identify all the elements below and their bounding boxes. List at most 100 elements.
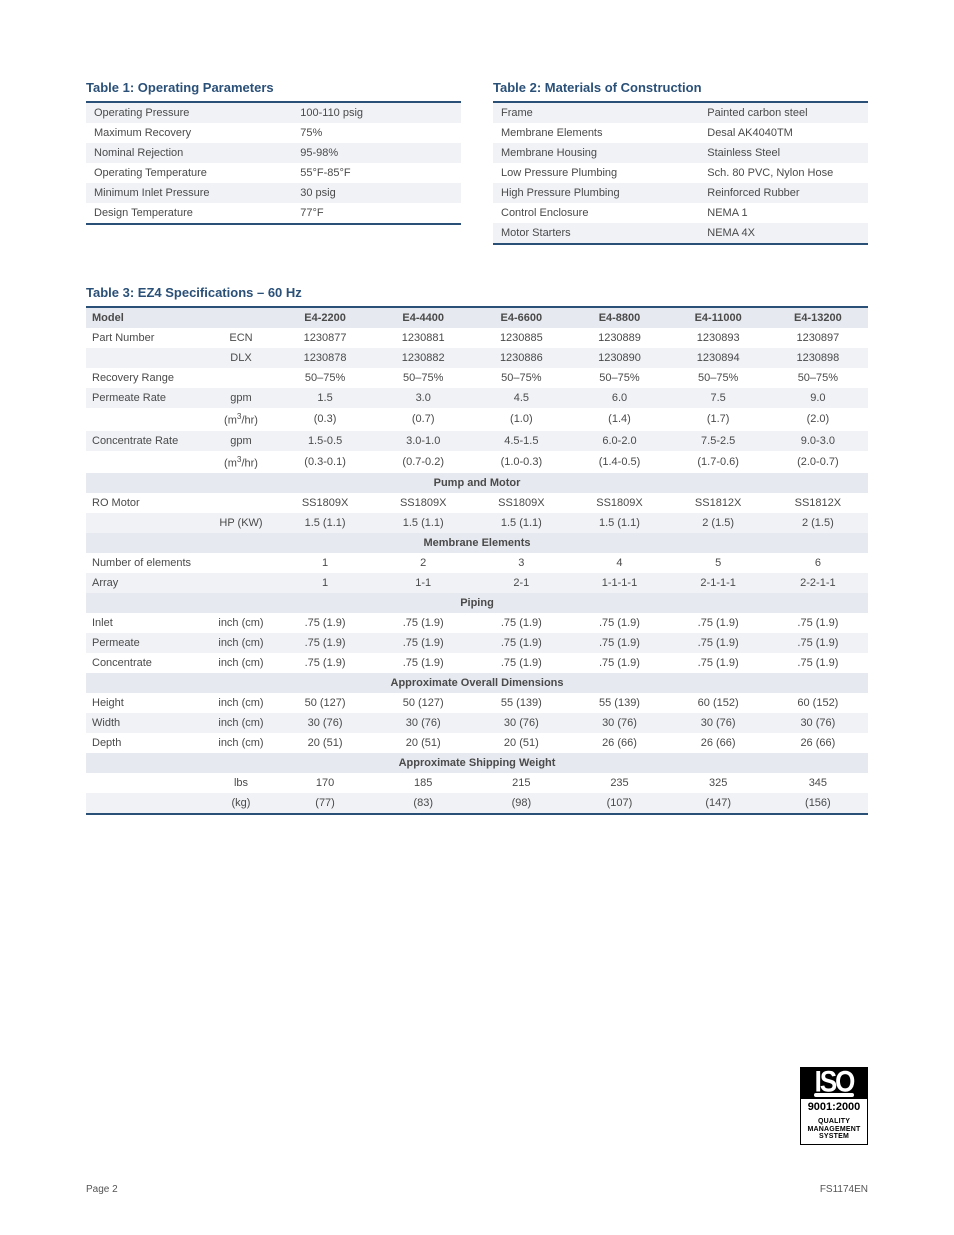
table-cell: 1-1-1-1 [570, 573, 668, 593]
table-cell: NEMA 1 [699, 203, 868, 223]
table-row: Depthinch (cm)20 (51)20 (51)20 (51)26 (6… [86, 733, 868, 753]
table-row: Inletinch (cm).75 (1.9).75 (1.9).75 (1.9… [86, 613, 868, 633]
table-section-row: Approximate Shipping Weight [86, 753, 868, 773]
table-cell: 3.0 [374, 388, 472, 408]
table-cell: 6.0 [570, 388, 668, 408]
table-section-row: Piping [86, 593, 868, 613]
table-cell: High Pressure Plumbing [493, 183, 699, 203]
table-cell: 30 (76) [669, 713, 768, 733]
table-cell: 3.0-1.0 [374, 431, 472, 451]
table-cell: Design Temperature [86, 203, 292, 224]
table-cell: Reinforced Rubber [699, 183, 868, 203]
table-cell: 100-110 psig [292, 102, 461, 123]
table-cell: 20 (51) [276, 733, 374, 753]
table-cell: 1.5 (1.1) [570, 513, 668, 533]
table-cell: 50–75% [570, 368, 668, 388]
table-row: Nominal Rejection95-98% [86, 143, 461, 163]
iso-bot-line: MANAGEMENT [803, 1126, 865, 1134]
table-cell: Permeate [86, 633, 206, 653]
table-row: High Pressure PlumbingReinforced Rubber [493, 183, 868, 203]
table-row: Design Temperature77°F [86, 203, 461, 224]
table-header-cell: E4-6600 [472, 307, 570, 328]
iso-bot-line: QUALITY [803, 1118, 865, 1126]
table-cell: lbs [206, 773, 276, 793]
table-cell: (1.7-0.6) [669, 451, 768, 474]
table-cell: inch (cm) [206, 633, 276, 653]
table-row: (m3/hr)(0.3)(0.7)(1.0)(1.4)(1.7)(2.0) [86, 408, 868, 431]
table-header-cell [206, 307, 276, 328]
table-cell: .75 (1.9) [669, 613, 768, 633]
table-cell: 1-1 [374, 573, 472, 593]
table-cell: 26 (66) [570, 733, 668, 753]
table-cell: Minimum Inlet Pressure [86, 183, 292, 203]
table-cell [86, 513, 206, 533]
document-code: FS1174EN [820, 1184, 868, 1195]
table2-title: Table 2: Materials of Construction [493, 80, 868, 95]
table-cell: 7.5 [669, 388, 768, 408]
table-row: Permeate Rategpm1.53.04.56.07.59.0 [86, 388, 868, 408]
table-cell: 1.5 (1.1) [276, 513, 374, 533]
iso-badge: ISO 9001:2000 QUALITYMANAGEMENTSYSTEM [800, 1067, 868, 1145]
table-cell: Permeate Rate [86, 388, 206, 408]
table-row: Membrane HousingStainless Steel [493, 143, 868, 163]
table-cell [86, 451, 206, 474]
table-section-row: Pump and Motor [86, 473, 868, 493]
table-row: Permeateinch (cm).75 (1.9).75 (1.9).75 (… [86, 633, 868, 653]
table-cell: 1230878 [276, 348, 374, 368]
table-cell: 2-1-1-1 [669, 573, 768, 593]
table-cell: Frame [493, 102, 699, 123]
table-cell: 4.5 [472, 388, 570, 408]
table-cell: gpm [206, 431, 276, 451]
table-row: Concentrate Rategpm1.5-0.53.0-1.04.5-1.5… [86, 431, 868, 451]
table-cell: 60 (152) [768, 693, 868, 713]
table-cell: 50 (127) [374, 693, 472, 713]
table-cell: 235 [570, 773, 668, 793]
table-cell: 1 [276, 573, 374, 593]
table-cell: (83) [374, 793, 472, 814]
table-cell: Control Enclosure [493, 203, 699, 223]
table-cell: .75 (1.9) [276, 633, 374, 653]
table-row: DLX1230878123088212308861230890123089412… [86, 348, 868, 368]
table-row: Minimum Inlet Pressure30 psig [86, 183, 461, 203]
table-cell: SS1809X [570, 493, 668, 513]
table-cell: Operating Temperature [86, 163, 292, 183]
table-cell: SS1812X [669, 493, 768, 513]
table-cell: (1.7) [669, 408, 768, 431]
table-cell: 215 [472, 773, 570, 793]
table-row: Operating Pressure100-110 psig [86, 102, 461, 123]
table-row: Part NumberECN12308771230881123088512308… [86, 328, 868, 348]
table1: Operating Pressure100-110 psigMaximum Re… [86, 101, 461, 225]
table-cell [86, 408, 206, 431]
table-cell: 1230893 [669, 328, 768, 348]
table-cell: 55 (139) [472, 693, 570, 713]
table-cell: Painted carbon steel [699, 102, 868, 123]
table-cell: 30 (76) [768, 713, 868, 733]
table-cell: 1.5 (1.1) [472, 513, 570, 533]
table-cell: Width [86, 713, 206, 733]
table-section-row: Approximate Overall Dimensions [86, 673, 868, 693]
iso-bot-text: QUALITYMANAGEMENTSYSTEM [800, 1115, 868, 1145]
table-cell: .75 (1.9) [669, 653, 768, 673]
table-cell: .75 (1.9) [768, 633, 868, 653]
table-row: FramePainted carbon steel [493, 102, 868, 123]
table-cell: Motor Starters [493, 223, 699, 244]
table-cell: (2.0-0.7) [768, 451, 868, 474]
table-cell: SS1809X [472, 493, 570, 513]
table-cell: 50–75% [669, 368, 768, 388]
table-cell: 77°F [292, 203, 461, 224]
table-cell: NEMA 4X [699, 223, 868, 244]
table-cell: DLX [206, 348, 276, 368]
table-cell: 20 (51) [472, 733, 570, 753]
table-cell: (m3/hr) [206, 451, 276, 474]
table-cell: Array [86, 573, 206, 593]
table-cell: Concentrate [86, 653, 206, 673]
table-cell: (156) [768, 793, 868, 814]
table-cell: (1.4-0.5) [570, 451, 668, 474]
table-cell: Membrane Housing [493, 143, 699, 163]
table-cell: Low Pressure Plumbing [493, 163, 699, 183]
table-section-row: Membrane Elements [86, 533, 868, 553]
table-cell: (147) [669, 793, 768, 814]
table-cell: Nominal Rejection [86, 143, 292, 163]
table-cell: 2-2-1-1 [768, 573, 868, 593]
table-cell: (0.3) [276, 408, 374, 431]
